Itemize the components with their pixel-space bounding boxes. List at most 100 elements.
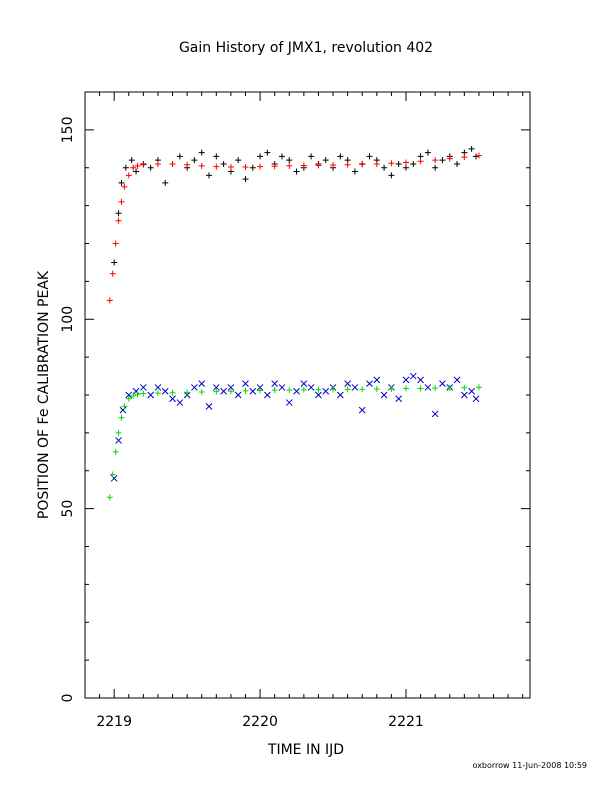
data-point: [220, 387, 227, 395]
data-point: [381, 164, 388, 171]
data-point: [133, 168, 140, 175]
data-point: [130, 164, 137, 171]
data-point: [128, 157, 135, 164]
data-point: [110, 474, 118, 482]
data-point: [286, 157, 293, 164]
data-point: [212, 384, 220, 391]
data-point: [330, 162, 337, 169]
data-point: [154, 160, 161, 167]
data-point: [115, 210, 122, 217]
data-point: [388, 160, 395, 167]
data-point: [439, 157, 446, 164]
data-point: [115, 429, 122, 436]
data-point: [366, 153, 373, 160]
data-point: [213, 163, 220, 170]
data-point: [278, 384, 286, 391]
data-point: [257, 387, 264, 394]
data-point: [134, 162, 141, 169]
data-point: [300, 380, 308, 387]
data-point: [234, 391, 242, 399]
data-point: [198, 149, 205, 156]
plot-frame: [84, 91, 531, 699]
data-point: [322, 387, 330, 395]
axis-ticks: 2219 2220 2221 0 50 100 150: [60, 91, 530, 730]
data-point: [395, 160, 402, 167]
data-point: [473, 153, 480, 160]
data-point: [460, 391, 468, 399]
data-point: [439, 380, 446, 387]
data-point: [446, 155, 453, 162]
data-point: [395, 395, 403, 403]
data-point: [264, 391, 271, 399]
data-point: [242, 163, 249, 170]
x-axis-label: TIME IN IJD: [267, 742, 344, 758]
y-tick-label: 0: [60, 694, 76, 703]
data-point: [271, 380, 279, 387]
x-tick-label: 2220: [242, 714, 278, 730]
data-point: [454, 160, 461, 167]
data-point: [112, 240, 119, 247]
data-point: [388, 385, 395, 392]
data-point: [184, 389, 191, 396]
data-point: [344, 161, 351, 168]
data-point: [366, 380, 373, 387]
data-point: [169, 395, 176, 403]
data-point: [432, 157, 439, 164]
data-point: [286, 162, 293, 169]
y-tick-label: 150: [60, 117, 76, 144]
data-point: [257, 163, 264, 170]
data-point: [191, 384, 198, 391]
data-point: [417, 385, 424, 392]
data-point: [242, 380, 249, 387]
data-point: [468, 145, 475, 152]
data-point: [402, 376, 410, 384]
data-point: [285, 399, 293, 406]
x-tick-label: 2219: [96, 714, 132, 730]
data-point: [431, 410, 439, 418]
data-point: [140, 161, 147, 168]
data-point: [220, 160, 227, 167]
data-point: [115, 437, 122, 444]
data-point: [424, 384, 432, 391]
data-point: [300, 386, 307, 393]
data-point: [118, 179, 125, 186]
data-point: [106, 297, 113, 304]
data-point: [109, 270, 116, 277]
data-point: [278, 153, 285, 160]
data-point: [453, 376, 461, 384]
data-point: [315, 386, 322, 393]
data-point: [125, 395, 132, 402]
data-point: [402, 385, 409, 392]
data-point: [140, 390, 147, 397]
data-point: [176, 153, 183, 160]
data-point: [461, 384, 468, 391]
data-point: [359, 386, 366, 393]
y-tick-label: 100: [60, 306, 76, 333]
data-point: [121, 183, 128, 190]
data-point: [380, 391, 388, 399]
series-2: [106, 152, 482, 304]
data-point: [191, 157, 198, 164]
data-point: [257, 153, 264, 160]
data-point: [134, 391, 141, 398]
data-point: [118, 414, 125, 421]
data-point: [227, 163, 234, 170]
data-point: [472, 395, 480, 403]
data-point: [227, 388, 234, 395]
data-point: [154, 384, 162, 391]
data-point: [235, 157, 242, 164]
chart-title: Gain History of JMX1, revolution 402: [179, 40, 433, 56]
data-point: [132, 387, 140, 395]
data-point: [446, 385, 453, 392]
data-point: [461, 154, 468, 161]
data-point: [293, 168, 300, 175]
data-point: [125, 172, 132, 179]
data-point: [115, 217, 122, 224]
data-point: [162, 179, 169, 186]
data-point: [227, 384, 235, 391]
data-point: [373, 385, 380, 392]
x-tick-label: 2221: [388, 714, 424, 730]
data-point: [293, 387, 300, 395]
data-point: [169, 389, 176, 396]
